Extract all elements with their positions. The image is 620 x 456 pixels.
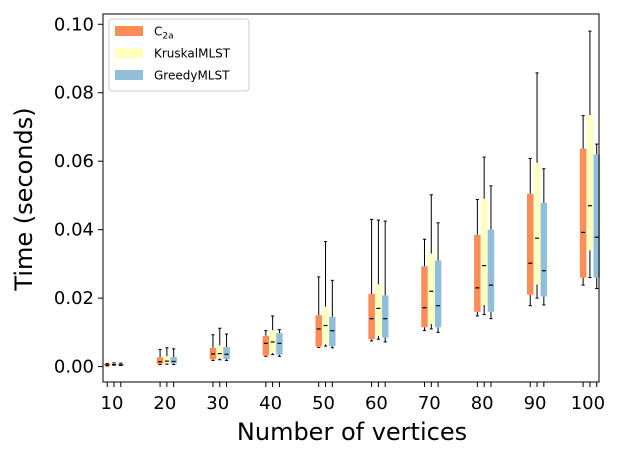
box <box>156 357 164 364</box>
legend-swatch <box>115 26 143 36</box>
box <box>421 266 428 328</box>
x-axis-label: Number of vertices <box>237 418 467 446</box>
x-tick-label: 100 <box>571 393 605 414</box>
x-tick-label: 80 <box>471 393 494 414</box>
plot-layer: 0.00 0.02 0.04 0.06 0.08 0.10 10 20 30 40 50 60 70 80… <box>54 13 605 414</box>
box <box>579 148 587 278</box>
box <box>526 193 534 295</box>
y-tick-label: 0.10 <box>54 14 94 35</box>
y-axis-label: Time (seconds) <box>10 107 38 291</box>
box <box>170 357 177 364</box>
y-tick-label: 0.06 <box>54 151 94 172</box>
y-tick-label: 0.00 <box>54 357 94 378</box>
x-tick-label: 90 <box>524 393 547 414</box>
x-tick-label: 60 <box>365 393 388 414</box>
box <box>487 229 495 312</box>
y-tick-label: 0.04 <box>54 220 94 241</box>
box <box>428 253 435 324</box>
box <box>480 198 488 305</box>
legend-frame <box>108 18 250 92</box>
x-tick-label: 40 <box>259 393 282 414</box>
legend-swatch <box>115 48 143 58</box>
legend-label: GreedyMLST <box>154 69 230 83</box>
box <box>262 335 270 356</box>
box <box>533 162 541 285</box>
legend-label-subscript: 2a <box>162 32 173 42</box>
y-tick-label: 0.02 <box>54 288 94 309</box>
box <box>434 260 442 328</box>
box <box>474 234 481 312</box>
y-tick-label: 0.08 <box>54 83 94 104</box>
legend-swatch <box>115 70 143 80</box>
box <box>593 154 600 278</box>
legend-label: KruskalMLST <box>154 47 231 61</box>
box <box>163 356 171 364</box>
plot-frame <box>102 13 600 383</box>
box <box>381 295 389 338</box>
box <box>216 345 224 359</box>
x-tick-label: 30 <box>206 393 229 414</box>
box <box>223 347 230 360</box>
box <box>586 114 594 251</box>
box <box>329 316 336 347</box>
x-tick-label: 50 <box>312 393 335 414</box>
box <box>315 315 322 347</box>
x-tick-label: 10 <box>101 393 124 414</box>
box <box>375 284 382 336</box>
x-tick-label: 70 <box>418 393 441 414</box>
box <box>540 202 548 297</box>
x-tick-label: 20 <box>153 393 176 414</box>
box <box>368 294 375 340</box>
